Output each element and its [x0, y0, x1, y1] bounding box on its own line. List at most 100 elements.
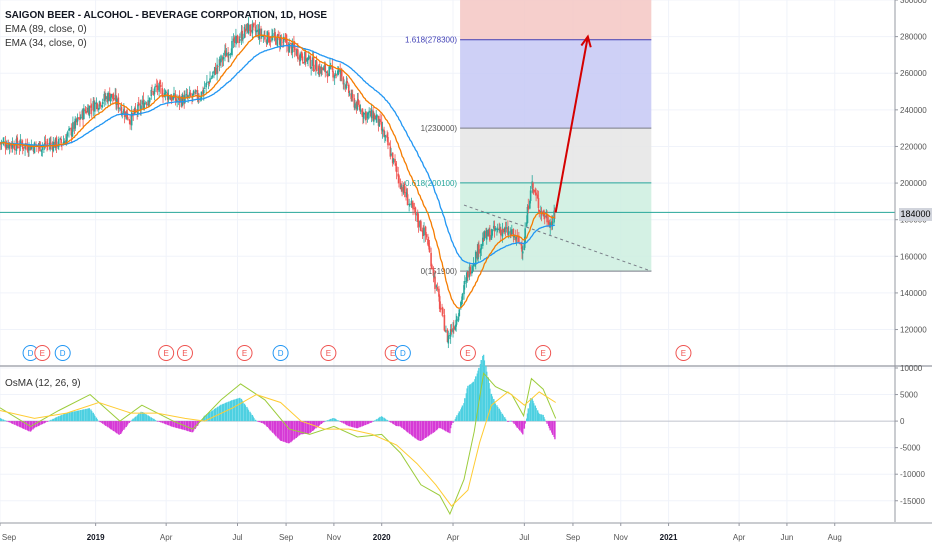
candle-body [384, 135, 387, 137]
osma-bar [38, 421, 40, 426]
osma-bar [522, 421, 524, 435]
osma-bar [257, 421, 259, 422]
osma-bar [22, 421, 24, 429]
candle-body [77, 117, 80, 119]
osma-bar [482, 355, 484, 422]
candle-body [189, 93, 192, 96]
candle-body [309, 56, 312, 68]
osma-bar [217, 406, 219, 422]
candle-body [44, 141, 47, 146]
osma-bar [50, 419, 52, 422]
osma-bar [268, 421, 271, 430]
osma-bar [402, 421, 405, 429]
osma-bar [109, 421, 111, 429]
candle-body [367, 113, 370, 115]
candle-body [354, 103, 356, 109]
osma-bar [151, 418, 153, 422]
osma-bar [16, 421, 18, 426]
candle-body [247, 23, 250, 34]
candle-body [460, 300, 463, 301]
osma-bar [252, 416, 254, 422]
osma-bar [490, 393, 493, 422]
osma-bar [416, 421, 418, 440]
osma-bar [54, 418, 56, 422]
candle-body [238, 41, 240, 43]
candle-body [170, 96, 173, 102]
osma-bar [152, 418, 155, 422]
candle-body [461, 293, 464, 300]
candle-body [21, 141, 23, 145]
candle-body [324, 64, 327, 73]
osma-bar [116, 421, 118, 434]
candle-body [236, 35, 239, 43]
osma-bar [46, 421, 48, 422]
macd-line [0, 372, 557, 516]
candle-body [84, 109, 87, 112]
osma-bar [511, 421, 513, 422]
osma-bar [333, 418, 336, 422]
osc-y-tick-label: 0 [900, 417, 905, 426]
candle-body [445, 330, 447, 332]
osma-bar [537, 412, 540, 422]
candle-body [266, 31, 269, 44]
x-tick-label: Apr [447, 533, 460, 542]
osma-bar [461, 405, 464, 422]
osma-bar [114, 421, 116, 432]
earnings-event-marker [459, 345, 476, 361]
osma-bar [5, 420, 7, 422]
candle-body [172, 96, 175, 100]
candle-body [26, 145, 29, 151]
osma-bar [167, 421, 170, 426]
osma-bar [414, 421, 417, 439]
osma-bar [526, 413, 529, 422]
osma-bar [350, 421, 352, 427]
candle-body [211, 75, 214, 78]
candle-body [457, 316, 460, 321]
osma-bar [434, 421, 436, 432]
osma-bar [362, 421, 365, 426]
fib-level-label: 1(230000) [421, 124, 458, 133]
osma-bar [534, 405, 537, 422]
candle-body [394, 158, 396, 163]
candle-body [8, 143, 11, 149]
osma-bar [342, 421, 344, 424]
osma-bar [509, 421, 511, 422]
candle-body [452, 328, 454, 333]
candle-body [282, 41, 284, 43]
osma-bar [301, 421, 304, 435]
candle-body [351, 94, 354, 98]
osma-bar [518, 421, 520, 430]
osma-bar [44, 421, 47, 423]
candle-body [380, 121, 383, 131]
osma-legend: OsMA (12, 26, 9) [5, 378, 81, 389]
x-tick-label: Jul [519, 533, 529, 542]
osma-bar [466, 388, 468, 422]
candle-body [57, 139, 60, 148]
osma-bar [232, 399, 235, 422]
candle-body [19, 139, 22, 147]
candle-body [347, 84, 350, 93]
osma-bar [110, 421, 112, 430]
candle-body [474, 251, 477, 265]
osma-bar [180, 421, 182, 429]
candle-body [406, 194, 409, 206]
osma-bar [307, 421, 309, 434]
osma-bar [57, 416, 59, 422]
osma-bar [409, 421, 411, 435]
osma-bar [101, 421, 103, 423]
candle-body [269, 40, 272, 42]
candle-body [258, 28, 261, 40]
candle-body [128, 119, 131, 121]
dividend-event-marker [272, 345, 289, 361]
osma-bar [140, 411, 142, 422]
candle-body [18, 146, 21, 148]
candle-body [397, 173, 399, 177]
candle-body [386, 134, 388, 138]
candle-body [480, 244, 483, 250]
osma-bar [439, 421, 442, 429]
candle-body [262, 35, 265, 37]
candle-body [414, 207, 417, 215]
osma-bar [21, 421, 23, 428]
